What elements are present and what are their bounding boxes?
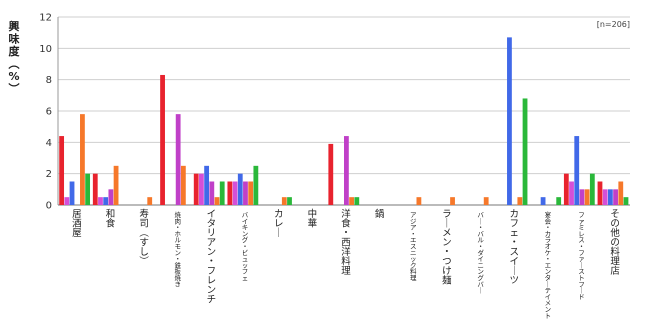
bar [253,165,259,205]
bar [507,37,512,205]
bar [579,189,585,205]
y-axis-label: 興味度︵% ︶ [8,19,21,96]
bar [328,143,334,205]
bar [147,197,153,205]
bar [540,197,546,205]
x-tick-label: カレ｜ [274,209,284,239]
bars [59,37,629,205]
bar [108,189,114,205]
y-tick-label: 4 [46,138,52,149]
bar [584,189,590,205]
x-tick-label: イタリアン・フレンチ [207,209,217,306]
bar [237,173,243,205]
bar [243,181,248,205]
x-tick-label: アジア・エスニック料理 [410,211,417,282]
bar [517,197,523,205]
bar [344,136,349,205]
x-axis-labels: 居酒屋 和食 寿司︵すし︶ 焼肉・ホルモン・鉄板焼き イタリアン・フレンチ バイキング・ビ… [72,208,620,320]
bar [64,197,70,205]
bar [69,181,75,205]
x-tick-label: 宴会・カラオケ・エンタ｜テイメント [545,210,552,320]
bar [204,165,210,205]
bar [416,197,422,205]
x-tick-label: 居酒屋 [72,209,82,239]
bar [618,181,624,205]
x-tick-label: 焼肉・ホルモン・鉄板焼き [175,211,182,288]
x-tick-label: バイキング・ビュッフェ [242,211,249,282]
bar [85,173,91,205]
bar [613,189,618,205]
bar [607,189,613,205]
y-tick-label: 10 [39,44,52,55]
y-tick-label: 6 [46,107,52,118]
y-tick-label: 0 [46,201,52,212]
x-tick-label: ファミレス・ファ｜ストフ｜ド [578,211,585,301]
y-tick-label: 2 [46,169,52,180]
bar [287,197,292,205]
bar [354,197,360,205]
x-tick-label: 和食 [106,209,116,230]
bar [232,181,238,205]
bar [180,165,186,205]
y-tick-label: 8 [46,75,52,86]
bar [556,197,562,205]
bar [92,173,98,205]
bar [98,197,103,205]
x-tick-label: 寿司︵すし︶ [139,208,149,268]
bar [281,197,287,205]
y-tick-label: 12 [39,13,52,24]
bar [522,98,528,205]
bar [569,181,574,205]
bar [193,173,199,205]
bar [623,197,629,205]
x-tick-label: ラ｜メン・つけ麺 [442,209,452,287]
bar [160,74,165,205]
y-axis: 0 2 4 6 8 10 12 [39,13,630,212]
x-tick-label: その他の料理店 [610,209,620,277]
bar [589,173,595,205]
bar [80,114,85,205]
x-tick-label: 洋食・西洋料理 [341,208,351,277]
bar [574,136,580,205]
bar [248,181,254,205]
bar [214,197,220,205]
sample-size-note: [n=206] [597,20,630,29]
bar [199,173,204,205]
bar [602,189,608,205]
bar [597,181,603,205]
x-tick-label: 鍋 [375,208,385,220]
bar [59,136,65,205]
bar [563,173,569,205]
bar [349,197,354,205]
bar [483,197,489,205]
bar [450,197,455,205]
x-tick-label: カフェ・スイ｜ツ [509,209,519,287]
x-tick-label: バ｜・バル・ダイニングバ｜ [477,211,484,295]
bar [113,165,119,205]
bar [219,181,225,205]
bar [227,181,233,205]
bar [209,181,215,205]
bar [175,114,181,205]
bar [103,197,109,205]
x-tick-label: 中華 [308,208,318,230]
